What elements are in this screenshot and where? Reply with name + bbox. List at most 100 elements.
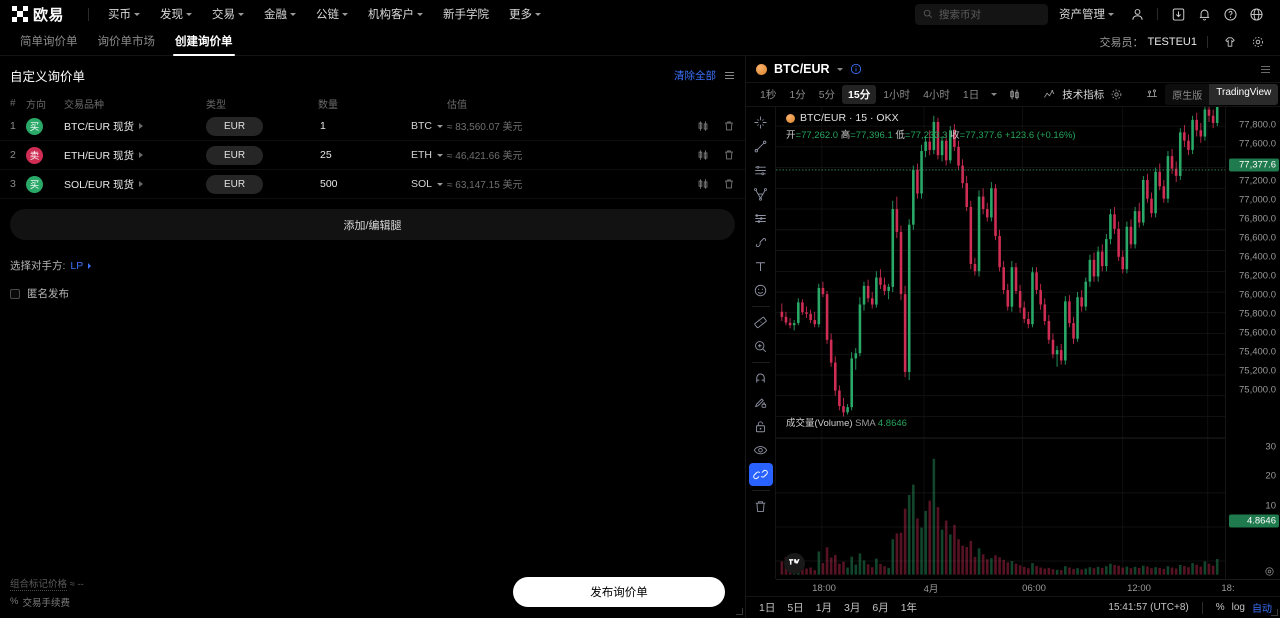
clear-all-button[interactable]: 清除全部 xyxy=(674,69,716,82)
fib-retracement-icon[interactable] xyxy=(749,207,773,230)
delete-icon[interactable] xyxy=(723,149,735,161)
timeframe-1m[interactable]: 1分 xyxy=(789,89,806,101)
price-axis[interactable]: 77,800.0 77,600.0 77,200.0 77,000.0 76,800.0… xyxy=(1225,107,1280,579)
resize-handle[interactable] xyxy=(1271,609,1278,616)
brand-logo[interactable]: 欧易 xyxy=(12,4,64,25)
eye-icon[interactable] xyxy=(749,439,773,462)
indicator-icon[interactable] xyxy=(1038,88,1061,101)
search-input[interactable]: 搜索币对 xyxy=(915,3,1048,25)
auto-scale-toggle[interactable]: 自动 xyxy=(1252,604,1272,615)
trade-mode-icon[interactable] xyxy=(1218,30,1242,54)
bell-icon[interactable] xyxy=(1192,2,1216,26)
range-1y[interactable]: 1年 xyxy=(900,602,918,614)
instrument-selector[interactable]: ETH/EUR 现货 xyxy=(64,148,206,163)
delete-icon[interactable] xyxy=(723,178,735,190)
quantity-currency-selector[interactable]: ETH xyxy=(411,149,447,161)
pencil-lock-icon[interactable] xyxy=(749,391,773,414)
log-scale-toggle[interactable]: log xyxy=(1231,602,1245,613)
candlestick-icon[interactable] xyxy=(697,149,709,161)
text-icon[interactable] xyxy=(749,255,773,278)
counterparty-value[interactable]: LP xyxy=(70,259,84,272)
indicators-button[interactable]: 技术指标 xyxy=(1062,89,1105,101)
timeframe-15m[interactable]: 15分 xyxy=(842,85,877,104)
view-mode-native[interactable]: 原生版 xyxy=(1172,91,1203,102)
view-mode-tradingview[interactable]: TradingView xyxy=(1209,84,1279,105)
tradingview-logo-icon[interactable] xyxy=(784,553,805,574)
emoji-icon[interactable] xyxy=(749,279,773,302)
pitchfork-icon[interactable] xyxy=(749,183,773,206)
candles-icon[interactable] xyxy=(1003,88,1026,101)
quantity-currency-selector[interactable]: SOL xyxy=(411,178,447,190)
percent-scale-toggle[interactable]: % xyxy=(1215,602,1225,613)
range-6mo[interactable]: 6月 xyxy=(872,602,889,614)
download-icon[interactable] xyxy=(1166,2,1190,26)
instrument-selector[interactable]: SOL/EUR 现货 xyxy=(64,177,206,192)
delete-icon[interactable] xyxy=(723,120,735,132)
type-pill[interactable]: EUR xyxy=(206,116,263,136)
more-options-icon[interactable] xyxy=(1261,65,1270,73)
quantity-input[interactable] xyxy=(318,141,411,169)
candlestick-icon[interactable] xyxy=(697,120,709,132)
range-1mo[interactable]: 1月 xyxy=(815,602,833,614)
tab-create-rfq[interactable]: 创建询价单 xyxy=(165,28,243,56)
horizontal-lines-icon[interactable] xyxy=(749,159,773,182)
timeframe-1d[interactable]: 1日 xyxy=(962,89,980,101)
quantity-input[interactable] xyxy=(318,112,411,140)
magnet-icon[interactable] xyxy=(749,367,773,390)
add-edit-leg-button[interactable]: 添加/编辑腿 xyxy=(10,209,735,240)
panel-divider[interactable] xyxy=(745,56,746,618)
nav-item-trade[interactable]: 交易 xyxy=(203,2,253,26)
crosshair-icon[interactable] xyxy=(749,111,773,134)
zoom-in-icon[interactable] xyxy=(749,335,773,358)
timeframe-4h[interactable]: 4小时 xyxy=(923,89,950,101)
ruler-icon[interactable] xyxy=(749,311,773,334)
nav-item-academy[interactable]: 新手学院 xyxy=(434,2,498,26)
timeframe-5m[interactable]: 5分 xyxy=(818,89,836,101)
timeframe-1s[interactable]: 1秒 xyxy=(760,89,777,101)
nav-item-discover[interactable]: 发现 xyxy=(151,2,201,26)
type-pill[interactable]: EUR xyxy=(206,145,263,165)
tab-rfq-market[interactable]: 询价单市场 xyxy=(97,35,156,48)
layout-icon[interactable] xyxy=(1140,88,1164,101)
globe-icon[interactable] xyxy=(1244,2,1268,26)
side-badge-sell[interactable]: 卖 xyxy=(26,146,43,164)
info-circle-icon[interactable] xyxy=(850,63,862,75)
side-badge-buy[interactable]: 买 xyxy=(26,175,43,193)
time-axis[interactable]: 18:00 4月 06:00 12:00 18: xyxy=(776,579,1280,596)
quantity-input[interactable] xyxy=(318,170,411,198)
nav-item-buy[interactable]: 买币 xyxy=(99,2,149,26)
timeframe-1h[interactable]: 1小时 xyxy=(883,89,911,101)
nav-item-chain[interactable]: 公链 xyxy=(307,2,357,26)
nav-item-more[interactable]: 更多 xyxy=(500,2,550,26)
brush-icon[interactable] xyxy=(749,231,773,254)
range-1d[interactable]: 1日 xyxy=(759,602,776,614)
chart-settings-icon[interactable] xyxy=(1105,88,1128,101)
publish-rfq-button[interactable]: 发布询价单 xyxy=(513,577,725,607)
chevron-down-icon[interactable] xyxy=(991,93,998,96)
type-pill[interactable]: EUR xyxy=(206,174,263,194)
trash-icon[interactable] xyxy=(749,495,773,518)
link-icon[interactable] xyxy=(748,463,773,486)
axis-settings-icon[interactable] xyxy=(1264,566,1275,577)
chart-plot[interactable]: BTC/EUR · 15 · OKX 开=77,262.0 高=77,396.1… xyxy=(776,107,1225,579)
range-5d[interactable]: 5日 xyxy=(787,602,804,614)
side-badge-buy[interactable]: 买 xyxy=(26,117,43,135)
candlestick-icon[interactable] xyxy=(697,178,709,190)
trendline-icon[interactable] xyxy=(749,135,773,158)
list-menu-icon[interactable] xyxy=(724,69,735,82)
mark-price-label[interactable]: 组合标记价格 xyxy=(10,578,68,591)
user-icon[interactable] xyxy=(1125,2,1149,26)
quantity-currency-selector[interactable]: BTC xyxy=(411,120,447,132)
nav-item-institutional[interactable]: 机构客户 xyxy=(359,2,432,26)
chevron-down-icon[interactable] xyxy=(836,67,843,71)
help-icon[interactable] xyxy=(1218,2,1242,26)
checkbox-icon[interactable] xyxy=(10,288,20,299)
anonymous-publish-toggle[interactable]: 匿名发布 xyxy=(0,273,745,301)
assets-management-menu[interactable]: 资产管理 xyxy=(1050,2,1123,26)
resize-handle[interactable] xyxy=(736,608,743,615)
instrument-selector[interactable]: BTC/EUR 现货 xyxy=(64,119,206,134)
settings-gear-icon[interactable] xyxy=(1246,30,1270,54)
range-3mo[interactable]: 3月 xyxy=(844,602,861,614)
nav-item-finance[interactable]: 金融 xyxy=(255,2,305,26)
tab-simple-rfq[interactable]: 简单询价单 xyxy=(20,35,78,48)
